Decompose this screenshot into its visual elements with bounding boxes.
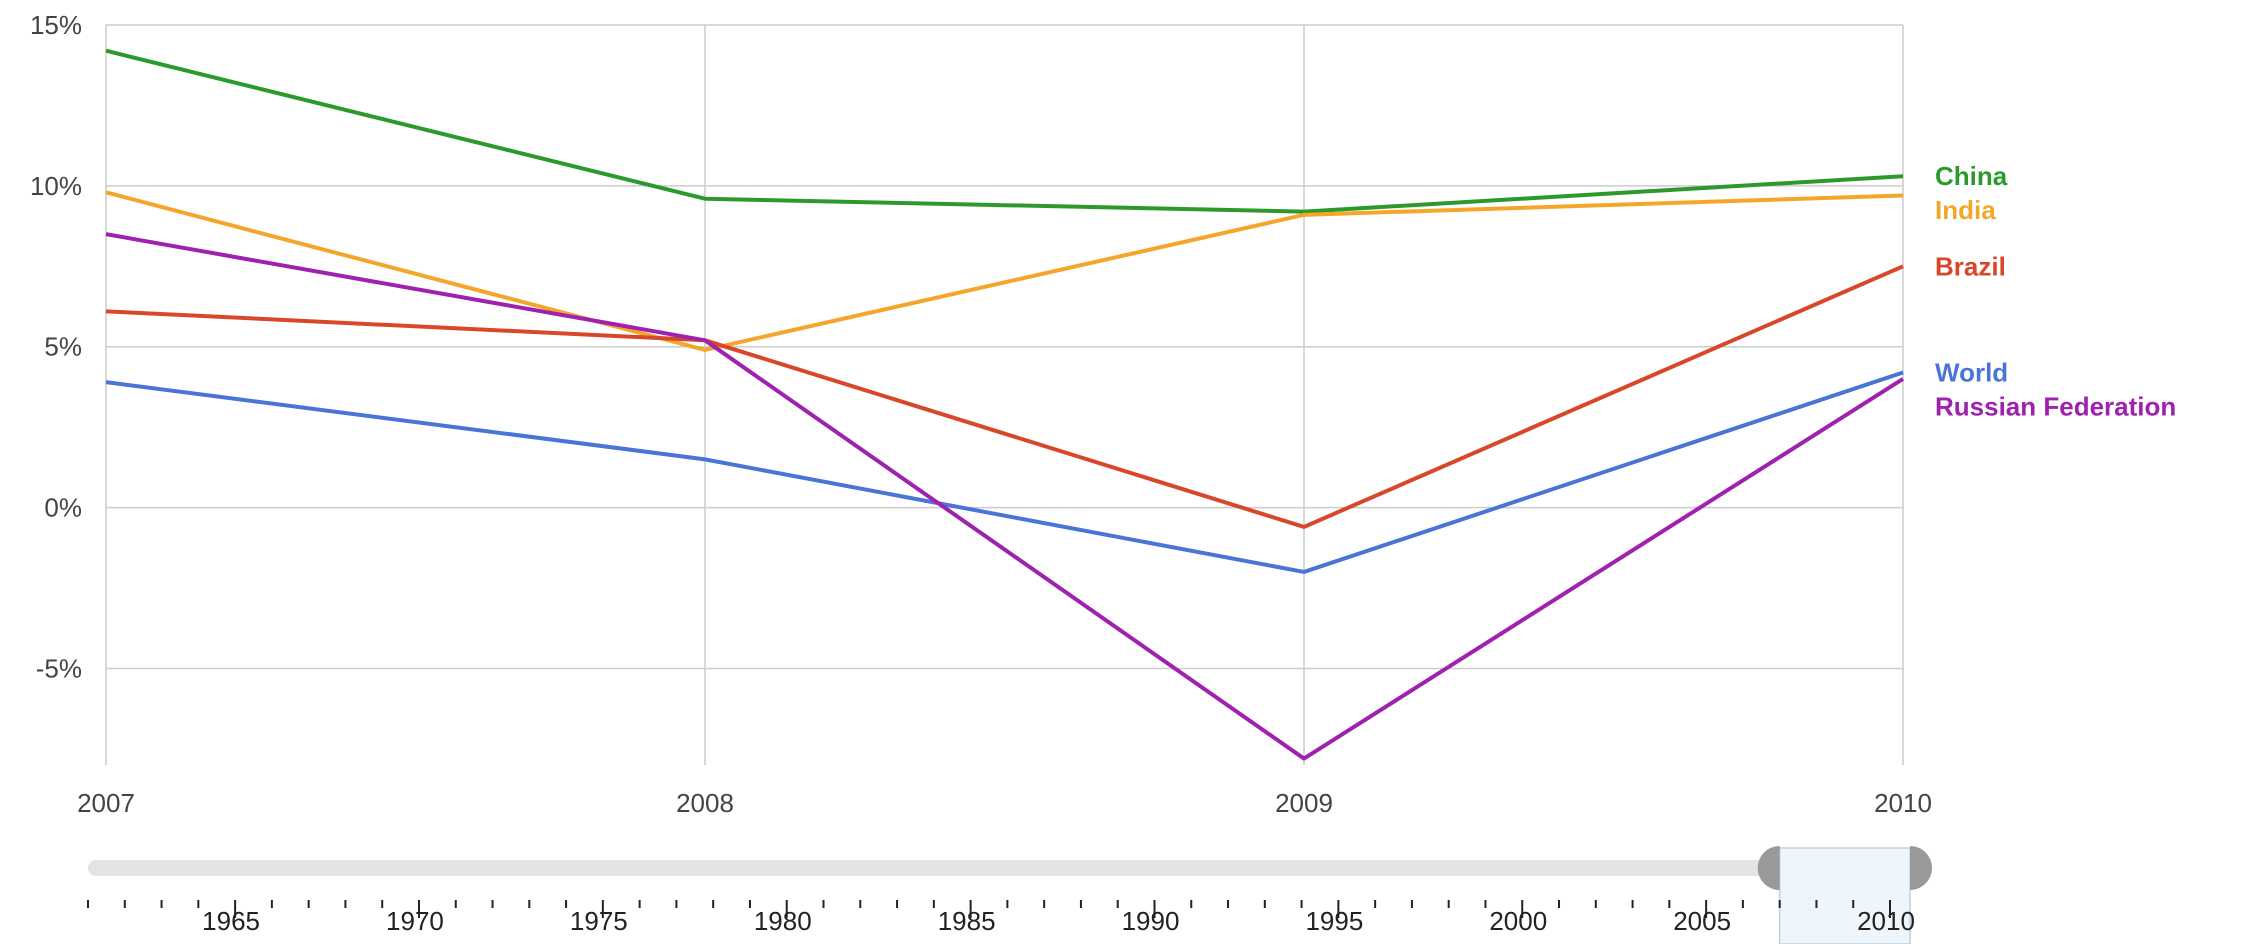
- series-line: [105, 190, 1904, 352]
- grid: [105, 24, 1904, 765]
- timeline-label: 1980: [754, 906, 812, 936]
- timeline-label: 1975: [570, 906, 628, 936]
- series-lines: [105, 48, 1905, 761]
- timeline-end-handle[interactable]: [1910, 846, 1932, 890]
- timeline-label: 2010: [1857, 906, 1915, 936]
- timeline-label: 1970: [386, 906, 444, 936]
- x-tick-label: 2007: [77, 788, 135, 818]
- series-line: [105, 48, 1904, 214]
- x-tick-label: 2009: [1275, 788, 1333, 818]
- x-axis: 2007 2008 2009 2010: [77, 788, 1932, 818]
- timeline-slider[interactable]: 1965 1970 1975 1980 1985 1990 1995 2000 2005 2010: [87, 846, 1932, 944]
- series-line: [105, 370, 1904, 574]
- timeline-label: 1990: [1122, 906, 1180, 936]
- series-label: China: [1935, 161, 2008, 191]
- timeline-selected-range: [1778, 847, 1911, 944]
- x-tick-label: 2010: [1874, 788, 1932, 818]
- y-axis: -5% 0% 5% 10% 15%: [30, 10, 82, 683]
- series-label: India: [1935, 195, 1996, 225]
- series-label: Russian Federation: [1935, 391, 2176, 421]
- x-tick-label: 2008: [676, 788, 734, 818]
- y-tick-label: 5%: [44, 332, 82, 362]
- y-tick-label: 15%: [30, 10, 82, 40]
- timeline-track: [88, 860, 1910, 876]
- timeline-label: 1965: [202, 906, 260, 936]
- series-label: Brazil: [1935, 251, 2006, 281]
- y-tick-label: -5%: [36, 653, 82, 683]
- y-tick-label: 0%: [44, 493, 82, 523]
- timeline-label: 2000: [1489, 906, 1547, 936]
- series-label: World: [1935, 357, 2008, 387]
- timeline-start-handle[interactable]: [1757, 846, 1780, 890]
- series-labels: China India Brazil World Russian Federation: [1935, 161, 2176, 421]
- series-line: [105, 232, 1905, 761]
- timeline-label: 1995: [1305, 906, 1363, 936]
- timeline-label: 2005: [1673, 906, 1731, 936]
- y-tick-label: 10%: [30, 171, 82, 201]
- series-line: [105, 264, 1904, 529]
- timeline-label: 1985: [938, 906, 996, 936]
